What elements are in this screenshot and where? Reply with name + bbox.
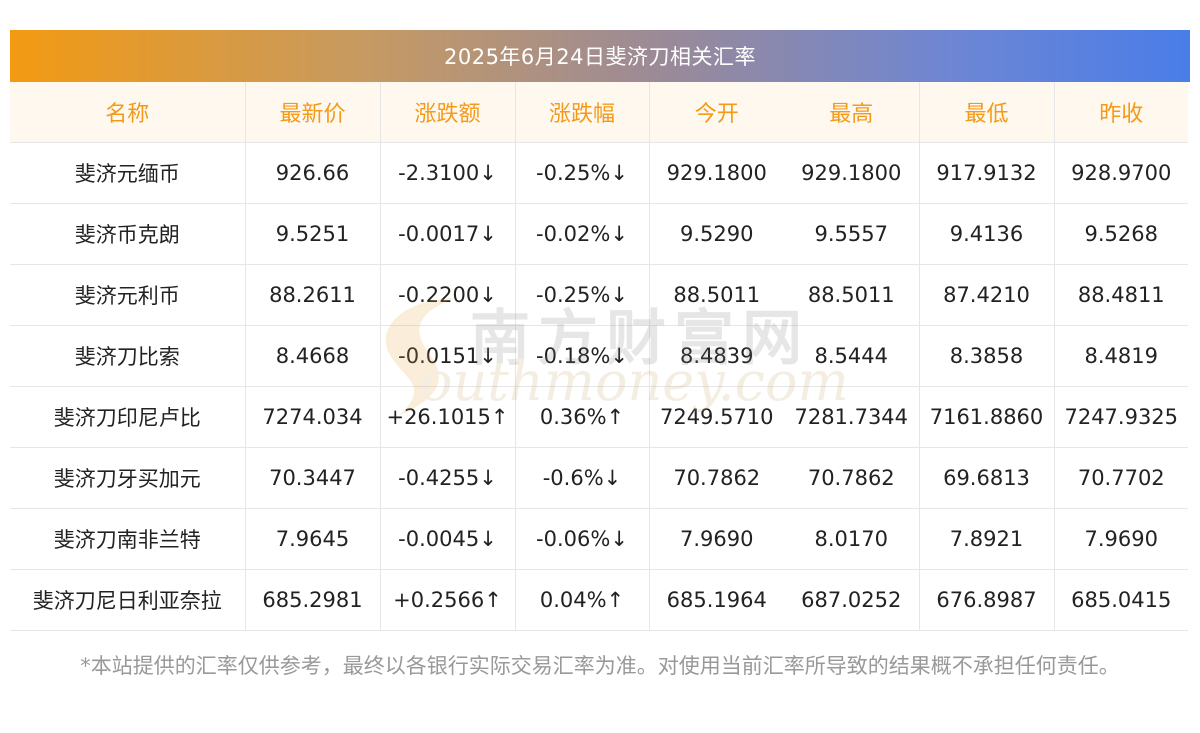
column-header-price: 最新价: [244, 82, 380, 143]
cell-change: -0.0017↓: [379, 203, 515, 265]
page-title-banner: 2025年6月24日斐济刀相关汇率: [10, 30, 1190, 82]
cell-low: 7.8921: [918, 508, 1054, 570]
cell-high: 7281.7344: [784, 386, 919, 448]
table-row: 斐济元利币 88.2611 -0.2200↓ -0.25%↓ 88.5011 88.501…: [10, 264, 1188, 326]
cell-price: 7.9645: [244, 508, 380, 570]
cell-prev-close: 70.7702: [1053, 447, 1188, 509]
column-header-change: 涨跌额: [379, 82, 515, 143]
column-header-prev-close: 昨收: [1053, 82, 1188, 143]
cell-high: 9.5557: [784, 203, 919, 265]
cell-change: +26.1015↑: [379, 386, 515, 448]
cell-change: +0.2566↑: [379, 569, 515, 631]
cell-high: 88.5011: [784, 264, 919, 326]
disclaimer-text: *本站提供的汇率仅供参考，最终以各银行实际交易汇率为准。对使用当前汇率所导致的结…: [80, 654, 1120, 678]
cell-change-pct: 0.04%↑: [514, 569, 649, 631]
cell-change-pct: -0.25%↓: [514, 142, 649, 204]
cell-prev-close: 8.4819: [1053, 325, 1188, 387]
cell-change-pct: -0.25%↓: [514, 264, 649, 326]
cell-price: 9.5251: [244, 203, 380, 265]
cell-prev-close: 7247.9325: [1053, 386, 1188, 448]
cell-price: 8.4668: [244, 325, 380, 387]
cell-price: 7274.034: [244, 386, 380, 448]
cell-change: -0.0151↓: [379, 325, 515, 387]
table-row: 斐济刀牙买加元 70.3447 -0.4255↓ -0.6%↓ 70.7862 70.78…: [10, 447, 1188, 509]
cell-high: 8.5444: [784, 325, 919, 387]
table-row: 斐济刀比索 8.4668 -0.0151↓ -0.18%↓ 8.4839 8.5444 8.…: [10, 325, 1188, 387]
cell-low: 9.4136: [918, 203, 1054, 265]
column-header-name: 名称: [10, 82, 245, 143]
exchange-rate-table: 名称 最新价 涨跌额 涨跌幅 今开 最高 最低 昨收 斐济元缅币 926.66 -2…: [10, 82, 1188, 631]
cell-high: 687.0252: [784, 569, 919, 631]
cell-high: 929.1800: [784, 142, 919, 204]
cell-name: 斐济刀印尼卢比: [10, 386, 245, 448]
cell-name: 斐济刀南非兰特: [10, 508, 245, 570]
cell-name: 斐济元缅币: [10, 142, 245, 204]
cell-price: 685.2981: [244, 569, 380, 631]
cell-low: 87.4210: [918, 264, 1054, 326]
table-header-row: 名称 最新价 涨跌额 涨跌幅 今开 最高 最低 昨收: [10, 82, 1188, 143]
cell-open: 7.9690: [648, 508, 784, 570]
cell-low: 676.8987: [918, 569, 1054, 631]
cell-price: 88.2611: [244, 264, 380, 326]
column-header-open: 今开: [648, 82, 784, 143]
cell-change: -2.3100↓: [379, 142, 515, 204]
cell-price: 926.66: [244, 142, 380, 204]
cell-change: -0.4255↓: [379, 447, 515, 509]
cell-prev-close: 685.0415: [1053, 569, 1188, 631]
cell-prev-close: 928.9700: [1053, 142, 1188, 204]
cell-change-pct: -0.02%↓: [514, 203, 649, 265]
cell-open: 685.1964: [648, 569, 784, 631]
cell-high: 70.7862: [784, 447, 919, 509]
cell-change: -0.2200↓: [379, 264, 515, 326]
column-header-low: 最低: [918, 82, 1054, 143]
cell-open: 929.1800: [648, 142, 784, 204]
cell-prev-close: 7.9690: [1053, 508, 1188, 570]
table-row: 斐济刀印尼卢比 7274.034 +26.1015↑ 0.36%↑ 7249.5710 7…: [10, 386, 1188, 448]
cell-price: 70.3447: [244, 447, 380, 509]
table-row: 斐济刀尼日利亚奈拉 685.2981 +0.2566↑ 0.04%↑ 685.1964 6…: [10, 569, 1188, 631]
cell-name: 斐济元利币: [10, 264, 245, 326]
column-header-high: 最高: [784, 82, 919, 143]
cell-open: 70.7862: [648, 447, 784, 509]
cell-prev-close: 88.4811: [1053, 264, 1188, 326]
cell-low: 69.6813: [918, 447, 1054, 509]
cell-change-pct: -0.18%↓: [514, 325, 649, 387]
cell-name: 斐济刀比索: [10, 325, 245, 387]
cell-name: 斐济刀尼日利亚奈拉: [10, 569, 245, 631]
cell-open: 8.4839: [648, 325, 784, 387]
cell-change-pct: -0.6%↓: [514, 447, 649, 509]
cell-name: 斐济刀牙买加元: [10, 447, 245, 509]
cell-name: 斐济币克朗: [10, 203, 245, 265]
page-title: 2025年6月24日斐济刀相关汇率: [443, 45, 757, 69]
cell-low: 8.3858: [918, 325, 1054, 387]
cell-open: 88.5011: [648, 264, 784, 326]
cell-change: -0.0045↓: [379, 508, 515, 570]
cell-high: 8.0170: [784, 508, 919, 570]
cell-low: 917.9132: [918, 142, 1054, 204]
table-row: 斐济币克朗 9.5251 -0.0017↓ -0.02%↓ 9.5290 9.5557 9.…: [10, 203, 1188, 265]
table-row: 斐济元缅币 926.66 -2.3100↓ -0.25%↓ 929.1800 929.18…: [10, 142, 1188, 204]
table-row: 斐济刀南非兰特 7.9645 -0.0045↓ -0.06%↓ 7.9690 8.0170…: [10, 508, 1188, 570]
column-header-change-pct: 涨跌幅: [514, 82, 649, 143]
cell-open: 9.5290: [648, 203, 784, 265]
cell-change-pct: 0.36%↑: [514, 386, 649, 448]
cell-low: 7161.8860: [918, 386, 1054, 448]
cell-change-pct: -0.06%↓: [514, 508, 649, 570]
cell-prev-close: 9.5268: [1053, 203, 1188, 265]
cell-open: 7249.5710: [648, 386, 784, 448]
